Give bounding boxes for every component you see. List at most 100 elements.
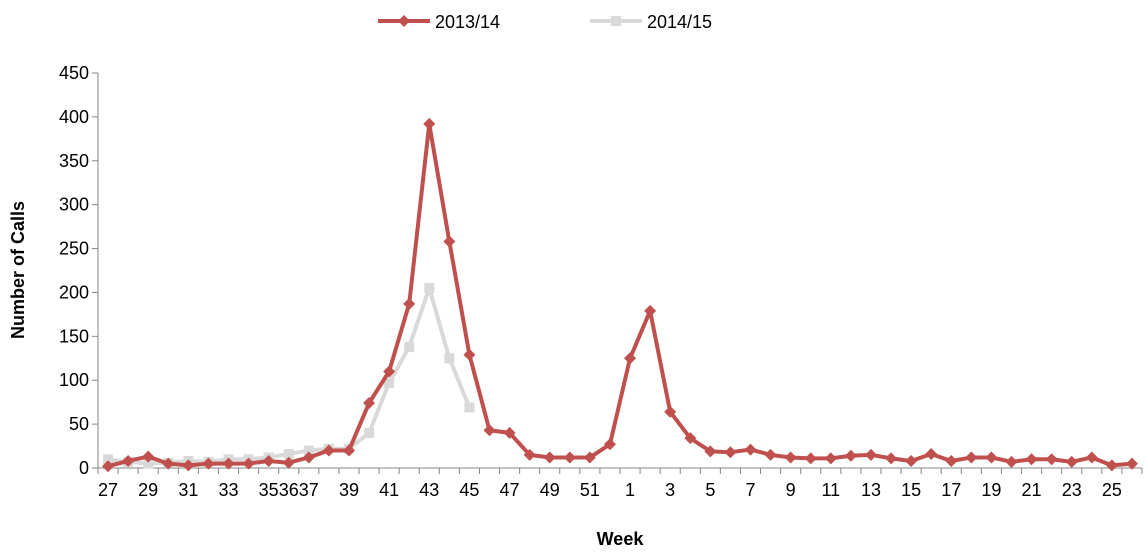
data-point [824, 452, 837, 465]
data-point [744, 443, 757, 456]
data-point [724, 446, 737, 459]
y-tick-label: 100 [59, 370, 89, 390]
data-point [844, 449, 857, 462]
x-tick-label: 5 [705, 480, 715, 500]
series-2013-14 [102, 117, 1138, 473]
x-tick-label: 1 [625, 480, 635, 500]
x-tick-label: 25 [1102, 480, 1122, 500]
data-point [222, 457, 235, 470]
x-tick-label: 21 [1022, 480, 1042, 500]
y-tick-label: 400 [59, 107, 89, 127]
data-point [1025, 453, 1038, 466]
y-axis: 0 50 100 150 200 250 300 350 400 450 [59, 63, 99, 478]
legend-label-2013-14: 2013/14 [435, 12, 500, 32]
data-point [182, 459, 195, 472]
legend-label-2014-15: 2014/15 [647, 12, 712, 32]
data-point [583, 451, 596, 464]
data-point [965, 451, 978, 464]
data-point [403, 297, 416, 310]
x-tick-label: 31 [178, 480, 198, 500]
x-tick-label: 37 [299, 480, 319, 500]
x-tick-label: 47 [500, 480, 520, 500]
x-tick-label: 17 [941, 480, 961, 500]
data-point [1005, 455, 1018, 468]
data-point [925, 447, 938, 460]
data-point [363, 397, 376, 410]
x-tick-label: 43 [419, 480, 439, 500]
x-tick-label: 13 [861, 480, 881, 500]
data-point [423, 117, 436, 130]
data-point [444, 353, 455, 364]
legend-marker-2014-15 [611, 16, 621, 26]
y-tick-label: 200 [59, 282, 89, 302]
series-2014-15 [103, 283, 475, 469]
data-point [945, 454, 958, 467]
data-point [322, 444, 335, 457]
data-point [804, 452, 817, 465]
x-tick-label: 35 [259, 480, 279, 500]
data-point [143, 458, 154, 469]
y-tick-label: 0 [79, 458, 89, 478]
data-point [383, 365, 396, 378]
x-tick-label: 19 [981, 480, 1001, 500]
data-point [242, 457, 255, 470]
data-point [103, 454, 114, 465]
y-tick-label: 50 [69, 414, 89, 434]
x-tick-label: 39 [339, 480, 359, 500]
series-line [106, 286, 472, 466]
data-point [985, 451, 998, 464]
data-point [342, 444, 355, 457]
data-point [142, 450, 155, 463]
data-point [1105, 459, 1118, 472]
x-tick-label: 3 [665, 480, 675, 500]
data-point [424, 283, 435, 294]
data-point [464, 402, 475, 413]
y-tick-label: 350 [59, 151, 89, 171]
data-point [102, 460, 115, 473]
y-tick-label: 450 [59, 63, 89, 83]
data-point [463, 348, 476, 361]
data-point [202, 457, 215, 470]
data-point [523, 448, 536, 461]
y-tick-label: 150 [59, 326, 89, 346]
legend-marker-2013-14 [398, 15, 410, 27]
x-tick-label: 15 [901, 480, 921, 500]
data-point [302, 451, 315, 464]
data-point [443, 235, 456, 248]
x-tick-label: 23 [1062, 480, 1082, 500]
data-point [704, 445, 717, 458]
series-layer [102, 117, 1138, 473]
y-tick-label: 300 [59, 195, 89, 215]
data-point [1045, 453, 1058, 466]
data-point [664, 405, 677, 418]
data-point [303, 445, 314, 456]
x-axis: 27 29 31 33 35 36 37 39 41 43 45 47 49 51 1 3 5 7 9 11 13 15 1… [97, 467, 1143, 500]
x-tick-label: 51 [580, 480, 600, 500]
data-point [122, 454, 135, 467]
x-tick-label: 11 [821, 480, 840, 500]
y-axis-title: Number of Calls [8, 201, 28, 339]
data-point [684, 432, 697, 445]
data-point [885, 452, 898, 465]
data-point [1085, 451, 1098, 464]
x-tick-label: 45 [459, 480, 479, 500]
x-tick-label: 29 [138, 480, 158, 500]
data-point [1065, 455, 1078, 468]
data-point [364, 427, 375, 438]
data-point [283, 448, 294, 459]
y-tick-label: 250 [59, 239, 89, 259]
x-tick-label: 9 [786, 480, 796, 500]
data-point [483, 424, 496, 437]
legend: 2013/14 2014/15 [378, 12, 712, 32]
data-point [764, 448, 777, 461]
data-point [162, 457, 175, 470]
data-point [603, 438, 616, 451]
x-tick-label: 49 [540, 480, 560, 500]
x-tick-label: 27 [98, 480, 118, 500]
data-point [644, 304, 657, 317]
x-tick-label: 36 [279, 480, 299, 500]
data-point [1125, 457, 1138, 470]
data-point [404, 341, 415, 352]
data-point [262, 454, 275, 467]
